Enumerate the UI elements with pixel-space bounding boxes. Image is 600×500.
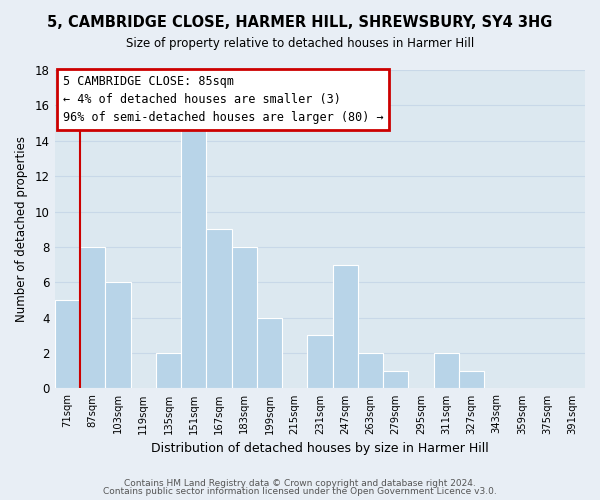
Text: 5 CAMBRIDGE CLOSE: 85sqm
← 4% of detached houses are smaller (3)
96% of semi-det: 5 CAMBRIDGE CLOSE: 85sqm ← 4% of detache…	[63, 75, 383, 124]
Text: Size of property relative to detached houses in Harmer Hill: Size of property relative to detached ho…	[126, 38, 474, 51]
Bar	[257, 318, 282, 388]
Y-axis label: Number of detached properties: Number of detached properties	[15, 136, 28, 322]
Bar	[459, 370, 484, 388]
Bar	[106, 282, 131, 389]
Bar	[55, 300, 80, 388]
Bar	[80, 247, 106, 388]
Bar	[307, 336, 332, 388]
Bar	[181, 123, 206, 388]
Text: 5, CAMBRIDGE CLOSE, HARMER HILL, SHREWSBURY, SY4 3HG: 5, CAMBRIDGE CLOSE, HARMER HILL, SHREWSB…	[47, 15, 553, 30]
Bar	[206, 229, 232, 388]
Bar	[156, 353, 181, 388]
Bar	[434, 353, 459, 388]
Bar	[358, 353, 383, 388]
Text: Contains HM Land Registry data © Crown copyright and database right 2024.: Contains HM Land Registry data © Crown c…	[124, 478, 476, 488]
Bar	[232, 247, 257, 388]
X-axis label: Distribution of detached houses by size in Harmer Hill: Distribution of detached houses by size …	[151, 442, 489, 455]
Text: Contains public sector information licensed under the Open Government Licence v3: Contains public sector information licen…	[103, 487, 497, 496]
Bar	[332, 264, 358, 388]
Bar	[383, 370, 408, 388]
